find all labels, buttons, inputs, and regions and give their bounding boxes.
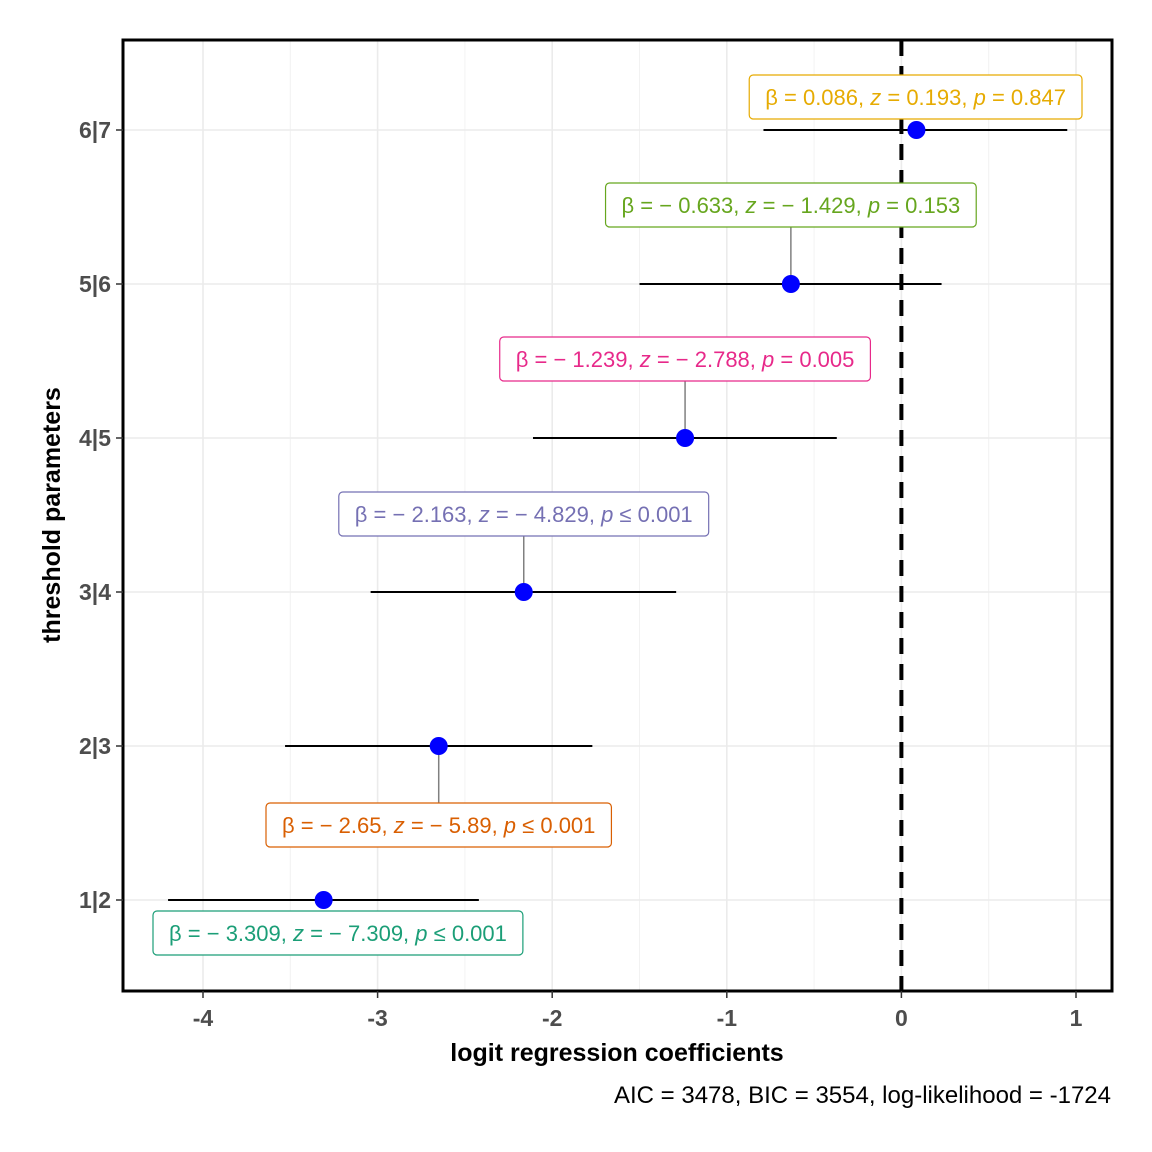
annotation-text: β = − 2.65, z = − 5.89, p ≤ 0.001 [282, 813, 595, 838]
z-value: = − 7.309, [304, 921, 415, 946]
annotation-box [152, 910, 524, 956]
y-tick-label: 3|4 [79, 579, 111, 605]
y-tick-label: 6|7 [79, 117, 111, 143]
beta-symbol: β [765, 85, 778, 110]
p-value: = 0.847 [986, 85, 1066, 110]
beta-symbol: β [622, 193, 635, 218]
beta-value: = − 0.633, [634, 193, 745, 218]
point-estimate [314, 891, 333, 909]
beta-symbol: β [282, 813, 295, 838]
y-axis: 1|2 2|3 3|4 4|5 5|6 6|7 [79, 117, 123, 913]
beta-value: = 0.086, [778, 85, 870, 110]
y-axis-title: threshold parameters [38, 387, 66, 643]
label-connectors [437, 227, 792, 803]
x-tick-label: -4 [193, 1005, 214, 1031]
x-tick-label: -3 [367, 1005, 387, 1031]
p-symbol: p [414, 921, 427, 946]
beta-value: = − 3.309, [182, 921, 293, 946]
z-symbol: z [478, 502, 490, 527]
beta-symbol: β [516, 347, 529, 372]
beta-value: = − 2.163, [367, 502, 478, 527]
z-symbol: z [639, 347, 651, 372]
annotation-text: β = − 3.309, z = − 7.309, p ≤ 0.001 [169, 921, 507, 946]
x-tick-label: 0 [895, 1005, 908, 1031]
z-value: = − 1.429, [757, 193, 868, 218]
point-estimate [676, 429, 695, 447]
p-symbol: p [761, 347, 774, 372]
z-value: = − 5.89, [405, 813, 504, 838]
p-value: ≤ 0.001 [516, 813, 595, 838]
y-tick-label: 5|6 [79, 271, 111, 297]
annotation-box [748, 74, 1083, 120]
point-estimate [429, 737, 448, 755]
annotation-box [604, 182, 977, 228]
beta-value: = − 1.239, [528, 347, 639, 372]
y-tick-label: 2|3 [79, 733, 111, 759]
y-tick-label: 1|2 [79, 887, 111, 913]
beta-value: = − 2.65, [295, 813, 394, 838]
beta-symbol: β [169, 921, 182, 946]
annotation-text: β = − 2.163, z = − 4.829, p ≤ 0.001 [355, 502, 693, 527]
annotation-label: β = 0.086, z = 0.193, p = 0.847 [748, 74, 1083, 120]
annotation-label: β = − 2.65, z = − 5.89, p ≤ 0.001 [265, 802, 613, 848]
annotation-text: β = − 1.239, z = − 2.788, p = 0.005 [516, 347, 855, 372]
p-value: = 0.153 [880, 193, 960, 218]
p-symbol: p [600, 502, 613, 527]
annotation-label: β = − 0.633, z = − 1.429, p = 0.153 [604, 182, 977, 228]
y-tick-label: 4|5 [79, 425, 111, 451]
annotation-text: β = 0.086, z = 0.193, p = 0.847 [765, 85, 1066, 110]
z-value: = − 2.788, [651, 347, 762, 372]
panel-border [121, 38, 1114, 993]
x-axis: -4 -3 -2 -1 0 1 [193, 991, 1083, 1031]
annotation-label: β = − 1.239, z = − 2.788, p = 0.005 [499, 336, 872, 382]
annotation-label: β = − 2.163, z = − 4.829, p ≤ 0.001 [338, 491, 710, 537]
z-value: = − 4.829, [490, 502, 601, 527]
x-tick-label: 1 [1070, 1005, 1083, 1031]
p-value: ≤ 0.001 [428, 921, 507, 946]
point-estimate [781, 275, 800, 293]
z-symbol: z [393, 813, 405, 838]
beta-symbol: β [355, 502, 368, 527]
z-symbol: z [292, 921, 304, 946]
point-estimates [314, 121, 926, 909]
x-tick-label: -2 [542, 1005, 562, 1031]
x-axis-title: logit regression coefficients [450, 1039, 783, 1067]
p-symbol: p [973, 85, 986, 110]
z-value: = 0.193, [881, 85, 973, 110]
annotation-box [265, 802, 613, 848]
annotation-box [338, 491, 710, 537]
p-value: ≤ 0.001 [613, 502, 692, 527]
annotation-text: β = − 0.633, z = − 1.429, p = 0.153 [622, 193, 961, 218]
z-symbol: z [745, 193, 757, 218]
point-estimate [514, 583, 533, 601]
point-estimate [907, 121, 926, 139]
p-value: = 0.005 [774, 347, 854, 372]
p-symbol: p [503, 813, 516, 838]
model-fit-caption: AIC = 3478, BIC = 3554, log-likelihood =… [614, 1082, 1111, 1109]
p-symbol: p [867, 193, 880, 218]
annotation-box [499, 336, 872, 382]
annotation-label: β = − 3.309, z = − 7.309, p ≤ 0.001 [152, 910, 524, 956]
z-symbol: z [869, 85, 881, 110]
x-tick-label: -1 [717, 1005, 738, 1031]
